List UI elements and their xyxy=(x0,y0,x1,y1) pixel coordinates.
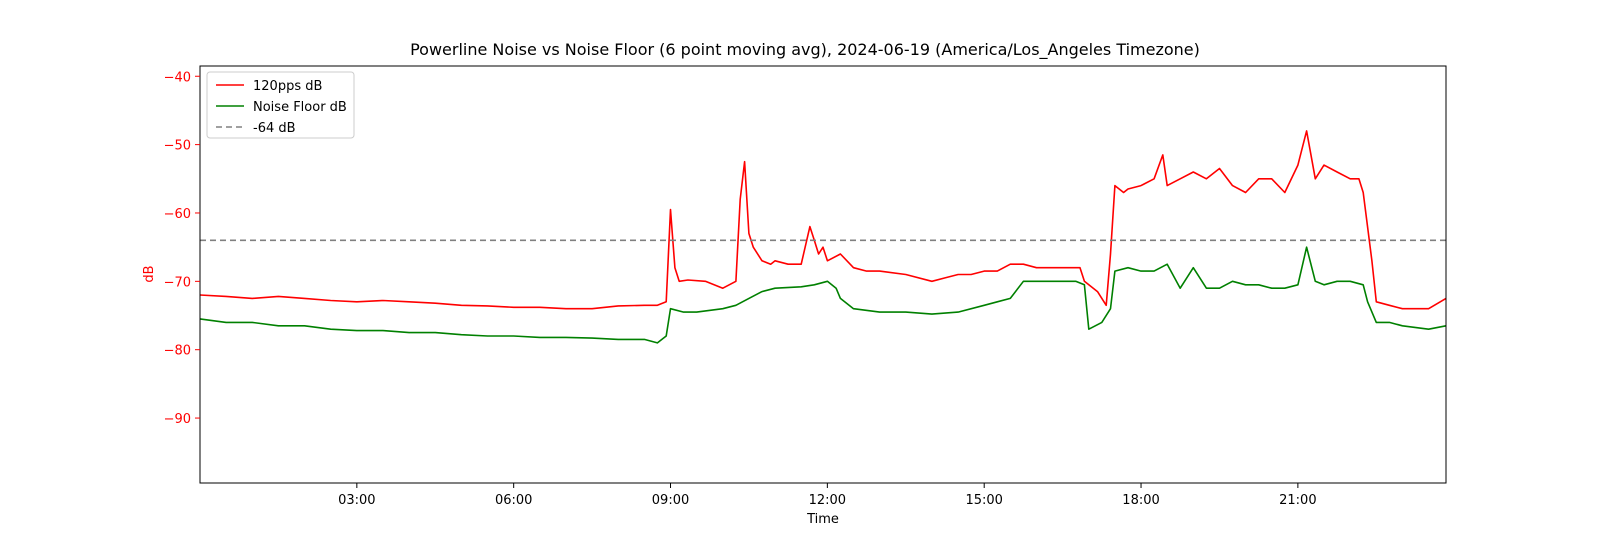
series-line-1 xyxy=(199,246,1447,344)
legend-label: -64 dB xyxy=(253,121,296,136)
x-tick-label: 15:00 xyxy=(965,493,1002,508)
x-tick-label: 18:00 xyxy=(1122,493,1159,508)
legend-label: 120pps dB xyxy=(253,79,322,94)
x-tick-label: 12:00 xyxy=(809,493,846,508)
x-tick-label: 09:00 xyxy=(652,493,689,508)
plot-frame xyxy=(199,65,1447,484)
y-tick-label: −90 xyxy=(164,412,191,427)
legend-label: Noise Floor dB xyxy=(253,100,347,115)
y-axis: −40 −50 −60 −70 −80 −90 xyxy=(164,70,200,427)
y-tick-label: −60 xyxy=(164,207,191,222)
y-tick-label: −50 xyxy=(164,139,191,154)
plot-area xyxy=(199,130,1447,344)
x-tick-label: 21:00 xyxy=(1279,493,1316,508)
y-tick-label: −40 xyxy=(164,70,191,85)
y-axis-title: dB xyxy=(142,265,157,282)
legend-box xyxy=(206,71,355,139)
x-axis: 03:00 06:00 09:00 12:00 15:00 18:00 21:00 xyxy=(338,483,1317,508)
y-tick-label: −80 xyxy=(164,344,191,359)
x-tick-label: 03:00 xyxy=(338,493,375,508)
x-axis-title: Time xyxy=(806,512,839,527)
chart-title: Powerline Noise vs Noise Floor (6 point … xyxy=(410,40,1200,60)
y-tick-label: −70 xyxy=(164,275,191,290)
series-line-0 xyxy=(199,130,1447,310)
legend: 120pps dB Noise Floor dB -64 dB xyxy=(206,71,355,139)
x-tick-label: 06:00 xyxy=(495,493,532,508)
